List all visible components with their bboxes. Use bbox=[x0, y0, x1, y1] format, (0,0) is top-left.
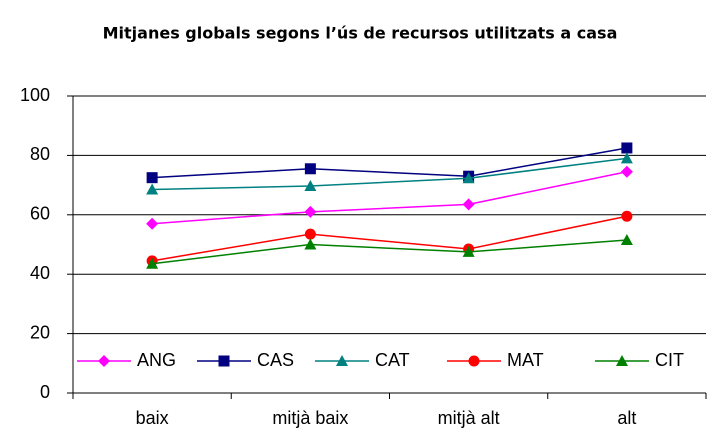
series-line bbox=[152, 239, 627, 265]
marker bbox=[146, 257, 159, 269]
marker bbox=[336, 355, 348, 366]
y-tick-label: 0 bbox=[40, 382, 50, 402]
marker bbox=[304, 163, 316, 175]
marker bbox=[218, 355, 230, 367]
series-line bbox=[152, 171, 628, 225]
marker bbox=[146, 172, 158, 184]
series-line bbox=[152, 147, 628, 179]
x-tick-label: mitjà alt bbox=[438, 408, 500, 428]
series-line bbox=[152, 157, 627, 191]
legend-label: CAT bbox=[375, 350, 410, 370]
marker bbox=[621, 210, 633, 222]
y-tick-label: 60 bbox=[30, 204, 50, 224]
marker bbox=[304, 228, 316, 240]
marker bbox=[620, 234, 633, 246]
marker bbox=[462, 245, 475, 257]
marker bbox=[462, 198, 475, 211]
legend-label: CAS bbox=[257, 350, 294, 370]
marker bbox=[620, 165, 633, 178]
marker bbox=[616, 355, 628, 366]
marker bbox=[304, 238, 317, 250]
chart-title: Mitjanes globals segons l’ús de recursos… bbox=[103, 24, 618, 43]
series-line bbox=[152, 215, 628, 262]
y-tick-label: 100 bbox=[20, 85, 50, 105]
marker bbox=[146, 183, 159, 195]
legend-label: CIT bbox=[655, 350, 684, 370]
marker bbox=[98, 355, 110, 367]
x-tick-label: mitjà baix bbox=[272, 408, 348, 428]
y-tick-label: 40 bbox=[30, 263, 50, 283]
legend-label: ANG bbox=[137, 350, 176, 370]
marker bbox=[468, 355, 480, 367]
marker bbox=[621, 142, 633, 154]
legend-label: MAT bbox=[507, 350, 544, 370]
marker bbox=[462, 172, 475, 184]
marker bbox=[620, 152, 633, 164]
y-tick-label: 20 bbox=[30, 322, 50, 342]
marker bbox=[304, 205, 317, 218]
y-tick-label: 80 bbox=[30, 144, 50, 164]
marker bbox=[146, 217, 159, 230]
x-tick-label: alt bbox=[617, 408, 636, 428]
x-tick-label: baix bbox=[136, 408, 169, 428]
marker bbox=[304, 179, 317, 191]
